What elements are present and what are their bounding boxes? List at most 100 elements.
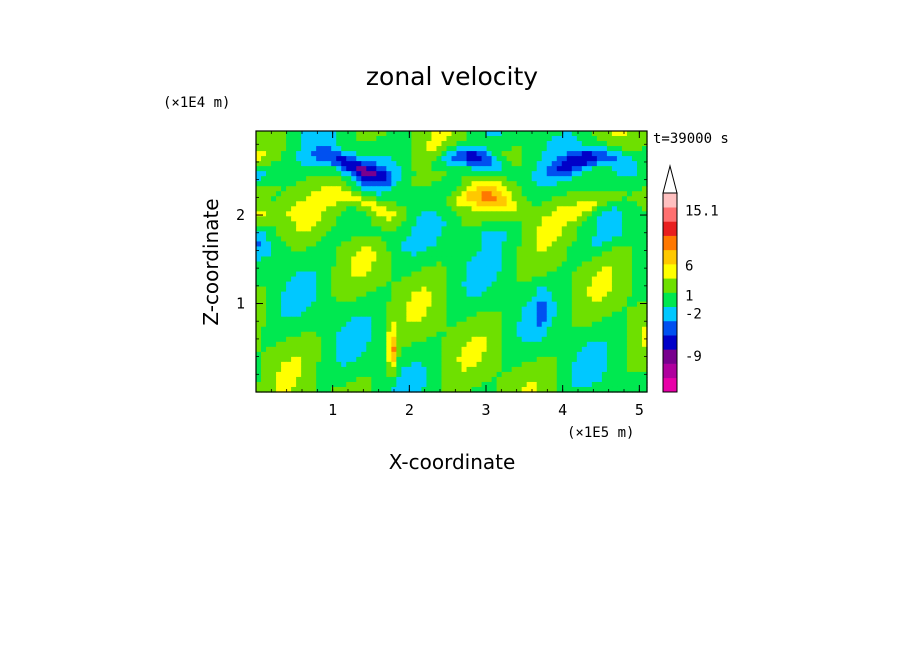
field-cell — [466, 286, 473, 293]
field-cell — [351, 326, 357, 333]
field-cell — [451, 241, 458, 248]
field-cell — [261, 381, 267, 388]
field-cell — [476, 176, 483, 182]
field-cell — [606, 211, 613, 217]
field-cell — [386, 331, 392, 338]
field-cell — [496, 221, 503, 227]
field-cell — [601, 191, 608, 197]
field-cell — [291, 371, 297, 378]
field-cell — [261, 151, 267, 157]
field-cell — [631, 211, 638, 217]
field-cell — [581, 376, 588, 383]
field-cell — [491, 211, 498, 217]
field-cell — [536, 161, 543, 167]
field-cell — [626, 216, 633, 222]
field-cell — [536, 371, 543, 378]
field-cell — [501, 181, 508, 187]
field-cell — [331, 216, 337, 222]
field-cell — [636, 366, 643, 373]
field-cell — [401, 261, 407, 268]
field-cell — [561, 306, 568, 313]
field-cell — [486, 251, 493, 258]
field-cell — [551, 131, 558, 137]
field-cell — [541, 371, 548, 378]
field-cell — [556, 346, 563, 353]
field-cell — [436, 186, 443, 192]
field-cell — [406, 241, 412, 248]
field-cell — [641, 356, 648, 363]
field-cell — [346, 271, 352, 278]
field-cell — [466, 241, 473, 248]
field-cell — [456, 161, 463, 167]
field-cell — [641, 331, 648, 338]
field-cell — [336, 156, 342, 162]
y-tick-label: 2 — [236, 206, 245, 224]
field-cell — [491, 196, 498, 202]
field-cell — [381, 151, 387, 157]
field-cell — [341, 141, 347, 147]
field-cell — [386, 381, 392, 388]
field-cell — [381, 186, 387, 192]
field-cell — [491, 176, 498, 182]
field-cell — [336, 351, 342, 358]
field-cell — [341, 246, 347, 253]
field-cell — [441, 311, 448, 318]
field-cell — [476, 361, 483, 368]
field-cell — [296, 331, 302, 338]
field-cell — [366, 346, 372, 353]
field-cell — [281, 211, 287, 217]
field-cell — [436, 191, 443, 197]
field-cell — [511, 351, 518, 358]
field-cell — [401, 131, 407, 137]
field-cell — [616, 311, 623, 318]
field-cell — [631, 131, 638, 137]
field-cell — [266, 361, 272, 368]
field-cell — [596, 321, 603, 328]
field-cell — [621, 366, 628, 373]
field-cell — [276, 356, 282, 363]
field-cell — [516, 286, 523, 293]
field-cell — [536, 181, 543, 187]
field-cell — [356, 156, 362, 162]
field-cell — [301, 366, 307, 373]
field-cell — [366, 341, 372, 348]
field-cell — [611, 196, 618, 202]
field-cell — [296, 336, 302, 343]
field-cell — [561, 311, 568, 318]
field-cell — [276, 346, 282, 353]
field-cell — [521, 196, 528, 202]
field-cell — [301, 151, 307, 157]
field-cell — [521, 231, 528, 237]
field-cell — [521, 341, 528, 348]
field-cell — [396, 141, 402, 147]
field-cell — [346, 181, 352, 187]
field-cell — [491, 236, 498, 243]
field-cell — [351, 271, 357, 278]
field-cell — [616, 166, 623, 172]
field-cell — [636, 246, 643, 253]
field-cell — [331, 166, 337, 172]
field-cell — [536, 306, 543, 313]
field-cell — [561, 221, 568, 227]
field-cell — [311, 221, 317, 227]
field-cell — [626, 136, 633, 142]
field-cell — [371, 271, 377, 278]
field-cell — [366, 186, 372, 192]
field-cell — [441, 356, 448, 363]
field-cell — [441, 341, 448, 348]
field-cell — [541, 301, 548, 308]
field-cell — [316, 161, 322, 167]
field-cell — [466, 206, 473, 212]
field-cell — [431, 386, 438, 393]
field-cell — [286, 256, 292, 263]
field-cell — [571, 221, 578, 227]
field-cell — [306, 211, 312, 217]
x-tick-label: 1 — [328, 401, 337, 419]
field-cell — [291, 216, 297, 222]
field-cell — [536, 326, 543, 333]
field-cell — [356, 221, 362, 227]
field-cell — [276, 286, 282, 293]
field-cell — [301, 141, 307, 147]
field-cell — [366, 231, 372, 237]
field-cell — [431, 191, 438, 197]
